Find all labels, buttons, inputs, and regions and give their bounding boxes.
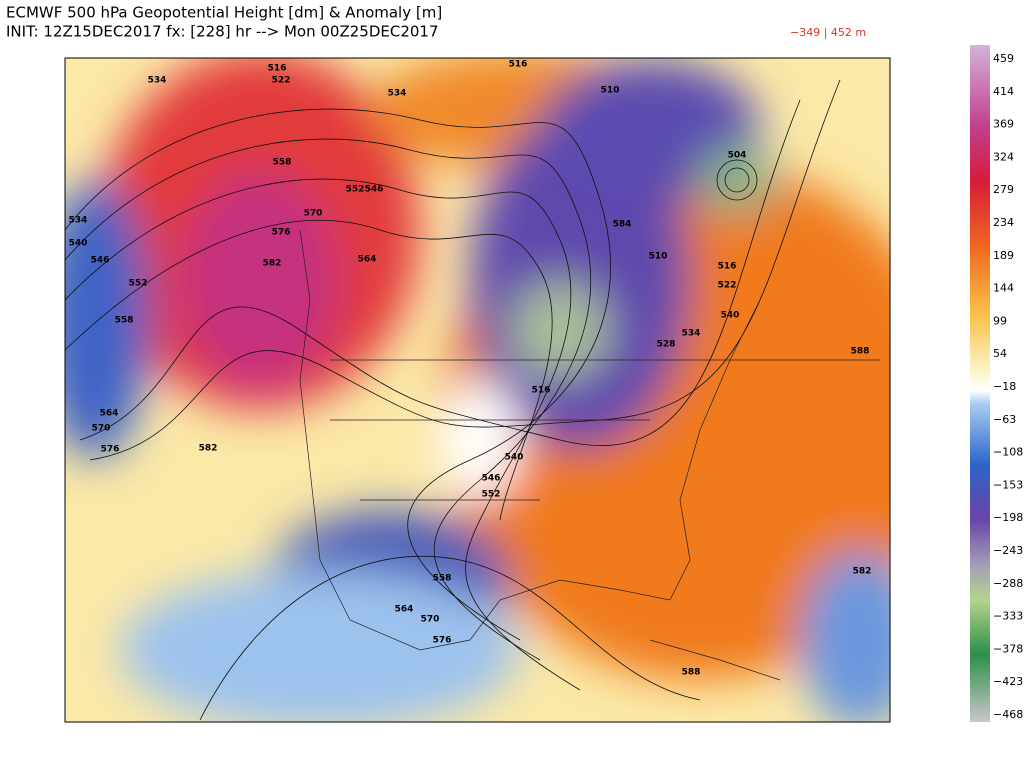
contour-label: 522 xyxy=(272,76,291,86)
contour-label: 540 xyxy=(69,239,88,249)
contour-label: 558 xyxy=(273,158,292,168)
contour-label: 564 xyxy=(358,255,377,265)
colorbar xyxy=(970,45,990,722)
contour-label: 576 xyxy=(101,445,120,455)
contour-label: 552 xyxy=(482,490,501,500)
contour-label: 582 xyxy=(199,444,218,454)
contour-label: 528 xyxy=(657,340,676,350)
colorbar-label: −243 xyxy=(993,544,1023,557)
contour-label: 516 xyxy=(532,386,551,396)
colorbar-label: 459 xyxy=(993,52,1014,65)
colorbar-label: −198 xyxy=(993,511,1023,524)
colorbar-label: −423 xyxy=(993,675,1023,688)
contour-label: 582 xyxy=(263,259,282,269)
colorbar-label: 324 xyxy=(993,150,1014,163)
colorbar-label: 144 xyxy=(993,282,1014,295)
contour-label: 576 xyxy=(272,228,291,238)
contour-label: 546 xyxy=(91,256,110,266)
colorbar-label: 54 xyxy=(993,347,1007,360)
coastlines xyxy=(299,229,880,681)
contour-label: 510 xyxy=(601,86,620,96)
contour-label: 534 xyxy=(69,216,88,226)
contour-label: 558 xyxy=(115,316,134,326)
contour-label: 516 xyxy=(509,60,528,70)
colorbar-label: −18 xyxy=(993,380,1016,393)
contour-label: 546 xyxy=(482,474,501,484)
contour-label: 570 xyxy=(421,615,440,625)
colorbar-label: −153 xyxy=(993,478,1023,491)
contour-label: 516 xyxy=(718,262,737,272)
contour-label: 576 xyxy=(433,636,452,646)
colorbar-label: −378 xyxy=(993,642,1023,655)
contour-label: 582 xyxy=(853,567,872,577)
contour-label: 534 xyxy=(388,89,407,99)
contour-label: 552 xyxy=(129,279,148,289)
colorbar-label: 279 xyxy=(993,183,1014,196)
colorbar-label: 234 xyxy=(993,216,1014,229)
height-contours xyxy=(65,79,841,721)
anomaly-field xyxy=(65,58,890,722)
contour-label: 552 xyxy=(346,185,365,195)
colorbar-label: 369 xyxy=(993,118,1014,131)
contour-label: 510 xyxy=(649,252,668,262)
colorbar-label: −468 xyxy=(993,708,1023,721)
contour-label: 516 xyxy=(268,64,287,74)
contour-label: 522 xyxy=(718,281,737,291)
contour-label: 570 xyxy=(304,209,323,219)
contour-label: 564 xyxy=(100,409,119,419)
contour-label: 584 xyxy=(613,220,632,230)
range-note: −349 | 452 m xyxy=(790,26,866,39)
contour-label: 564 xyxy=(395,605,414,615)
contour-label: 588 xyxy=(851,347,870,357)
contour-label: 570 xyxy=(92,424,111,434)
colorbar-label: −63 xyxy=(993,413,1016,426)
map-frame xyxy=(64,57,891,723)
colorbar-label: 414 xyxy=(993,85,1014,98)
colorbar-label: −108 xyxy=(993,446,1023,459)
contour-label: 534 xyxy=(682,329,701,339)
contour-label: 546 xyxy=(365,185,384,195)
colorbar-label: 99 xyxy=(993,314,1007,327)
colorbar-label: 189 xyxy=(993,249,1014,262)
contour-label: 504 xyxy=(728,151,747,161)
contour-label: 540 xyxy=(721,311,740,321)
title: ECMWF 500 hPa Geopotential Height [dm] &… xyxy=(6,4,442,22)
contour-label: 540 xyxy=(505,453,524,463)
contour-label: 534 xyxy=(148,76,167,86)
colorbar-label: −333 xyxy=(993,610,1023,623)
contour-label: 558 xyxy=(433,574,452,584)
colorbar-label: −288 xyxy=(993,577,1023,590)
subtitle: INIT: 12Z15DEC2017 fx: [228] hr --> Mon … xyxy=(6,23,439,41)
contour-label: 588 xyxy=(682,668,701,678)
